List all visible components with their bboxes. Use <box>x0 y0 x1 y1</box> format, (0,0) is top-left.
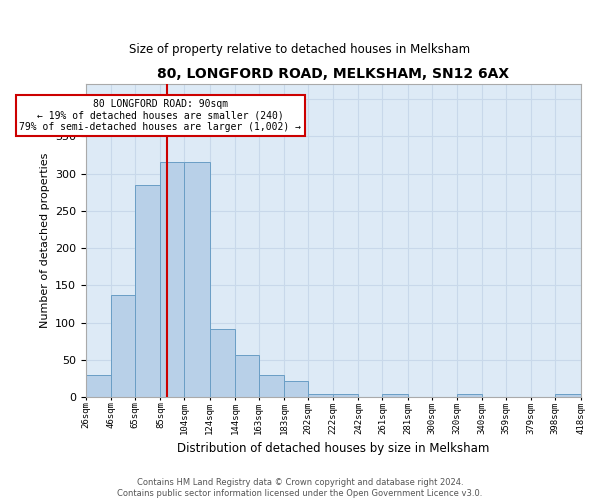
Bar <box>86 375 111 397</box>
Bar <box>382 394 407 397</box>
Bar <box>555 394 581 397</box>
Bar <box>457 394 482 397</box>
Bar <box>333 394 358 397</box>
Text: 80 LONGFORD ROAD: 90sqm
← 19% of detached houses are smaller (240)
79% of semi-d: 80 LONGFORD ROAD: 90sqm ← 19% of detache… <box>19 99 301 132</box>
Bar <box>235 354 259 397</box>
Bar <box>111 295 135 397</box>
Bar <box>284 381 308 397</box>
Text: Size of property relative to detached houses in Melksham: Size of property relative to detached ho… <box>130 42 470 56</box>
Bar <box>209 328 235 397</box>
X-axis label: Distribution of detached houses by size in Melksham: Distribution of detached houses by size … <box>177 442 490 455</box>
Bar <box>308 394 333 397</box>
Bar <box>184 162 209 397</box>
Text: Contains HM Land Registry data © Crown copyright and database right 2024.
Contai: Contains HM Land Registry data © Crown c… <box>118 478 482 498</box>
Bar <box>160 162 184 397</box>
Y-axis label: Number of detached properties: Number of detached properties <box>40 153 50 328</box>
Bar <box>259 375 284 397</box>
Title: 80, LONGFORD ROAD, MELKSHAM, SN12 6AX: 80, LONGFORD ROAD, MELKSHAM, SN12 6AX <box>157 68 509 82</box>
Bar <box>135 184 160 397</box>
